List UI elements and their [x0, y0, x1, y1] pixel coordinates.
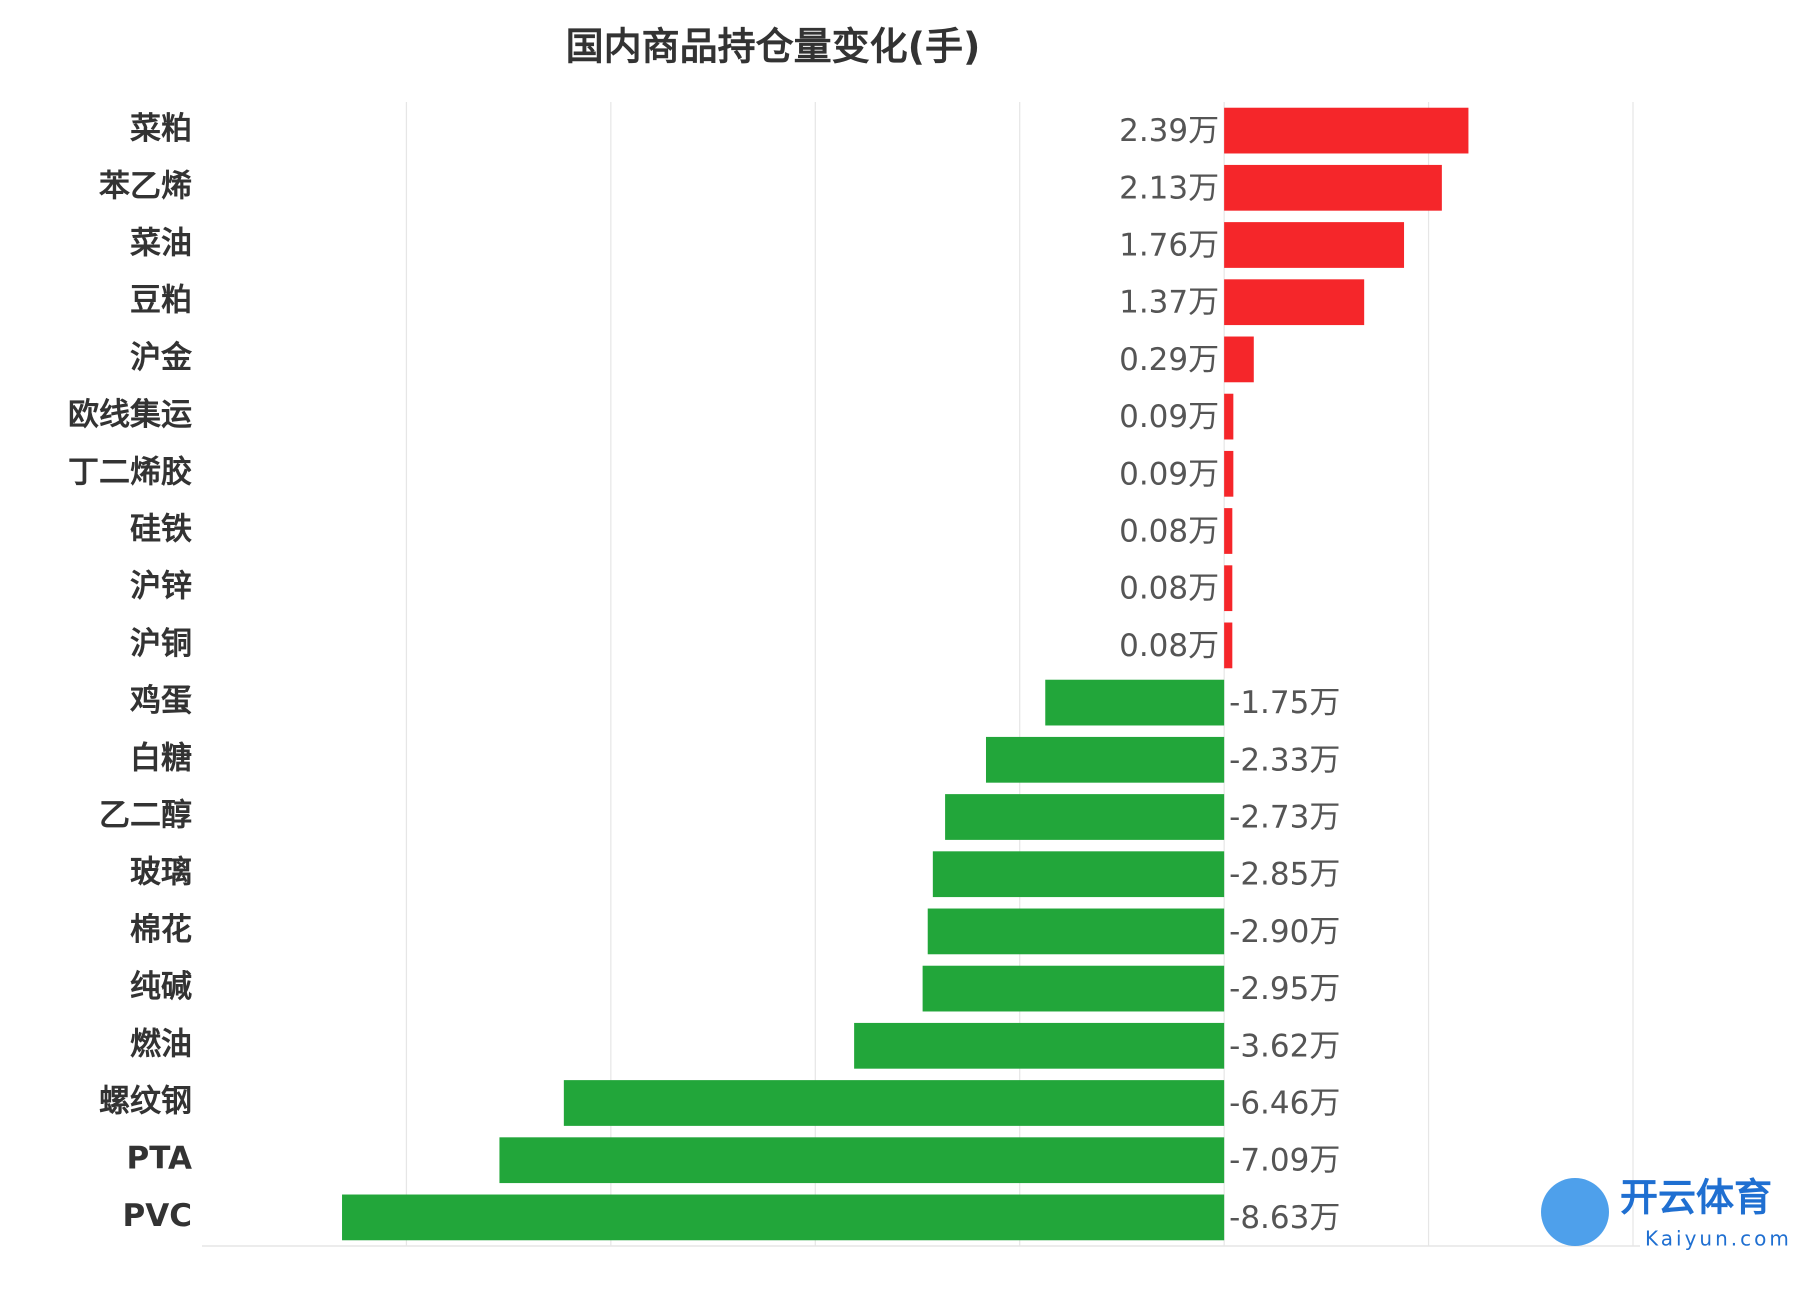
value-label: -3.62万 [1229, 1028, 1340, 1064]
value-label: 1.76万 [1119, 228, 1219, 264]
bar [1224, 222, 1405, 268]
watermark-name: 开云体育 [1620, 1176, 1772, 1220]
bar [1224, 279, 1365, 326]
bar [1224, 565, 1233, 612]
y-tick-label: 硅铁 [130, 512, 192, 548]
value-label: 0.08万 [1119, 514, 1219, 550]
y-tick-label: 菜油 [130, 226, 192, 262]
y-tick-label: 沪铜 [130, 626, 192, 662]
value-label: -6.46万 [1229, 1086, 1340, 1122]
bar [1224, 336, 1254, 383]
bar [945, 794, 1225, 840]
y-tick-label: 白糖 [130, 740, 192, 776]
y-tick-label: 棉花 [130, 912, 192, 948]
bar [932, 851, 1225, 898]
value-label: -2.33万 [1229, 742, 1340, 778]
bar [1224, 393, 1234, 440]
value-label: 2.13万 [1119, 170, 1219, 206]
bar [342, 1194, 1225, 1241]
value-label: 0.08万 [1119, 628, 1219, 664]
value-label: -2.85万 [1229, 857, 1340, 893]
bar [1224, 164, 1442, 211]
bar [1045, 679, 1225, 726]
watermark-url: Kaiyun.com [1645, 1227, 1792, 1251]
bar [1224, 450, 1234, 497]
y-tick-label: PVC [123, 1198, 192, 1234]
y-tick-label: 菜粕 [130, 111, 192, 147]
y-tick-label: 欧线集运 [68, 397, 192, 433]
value-label: -2.73万 [1229, 800, 1340, 836]
y-tick-label: 螺纹钢 [99, 1084, 192, 1120]
watermark: 开云体育 Kaiyun.com [1541, 1176, 1792, 1251]
bar [854, 1022, 1225, 1069]
bar [1224, 508, 1233, 554]
bar [499, 1137, 1225, 1184]
bar [1224, 622, 1233, 669]
bar [922, 965, 1225, 1012]
value-label: -1.75万 [1229, 685, 1340, 721]
value-label: 0.29万 [1119, 342, 1219, 378]
bar [1224, 107, 1469, 154]
y-tick-label: 纯碱 [130, 969, 192, 1005]
value-label: -2.95万 [1229, 971, 1340, 1007]
value-label: 0.08万 [1119, 571, 1219, 607]
y-tick-label: 沪锌 [130, 569, 192, 605]
watermark-logo [1541, 1178, 1609, 1246]
value-label: -7.09万 [1229, 1143, 1340, 1179]
y-tick-label: 燃油 [130, 1026, 192, 1062]
y-tick-label: PTA [127, 1141, 192, 1177]
y-tick-label: 苯乙烯 [99, 168, 192, 204]
y-tick-label: 鸡蛋 [129, 683, 192, 719]
bar [985, 736, 1225, 783]
value-label: 0.09万 [1119, 456, 1219, 492]
value-label: -8.63万 [1229, 1200, 1340, 1236]
y-tick-label: 沪金 [130, 340, 193, 376]
value-label: 1.37万 [1119, 285, 1219, 321]
y-tick-label: 乙二醇 [99, 798, 192, 834]
y-tick-label: 豆粕 [130, 283, 192, 319]
value-label: -2.90万 [1229, 914, 1340, 950]
value-label: 2.39万 [1119, 113, 1219, 149]
value-label: 0.09万 [1119, 399, 1219, 435]
chart-title: 国内商品持仓量变化(手) [566, 25, 981, 69]
bar [927, 908, 1225, 955]
y-tick-label: 丁二烯胶 [68, 454, 192, 490]
bar [563, 1080, 1225, 1126]
y-tick-label: 玻璃 [130, 855, 192, 891]
